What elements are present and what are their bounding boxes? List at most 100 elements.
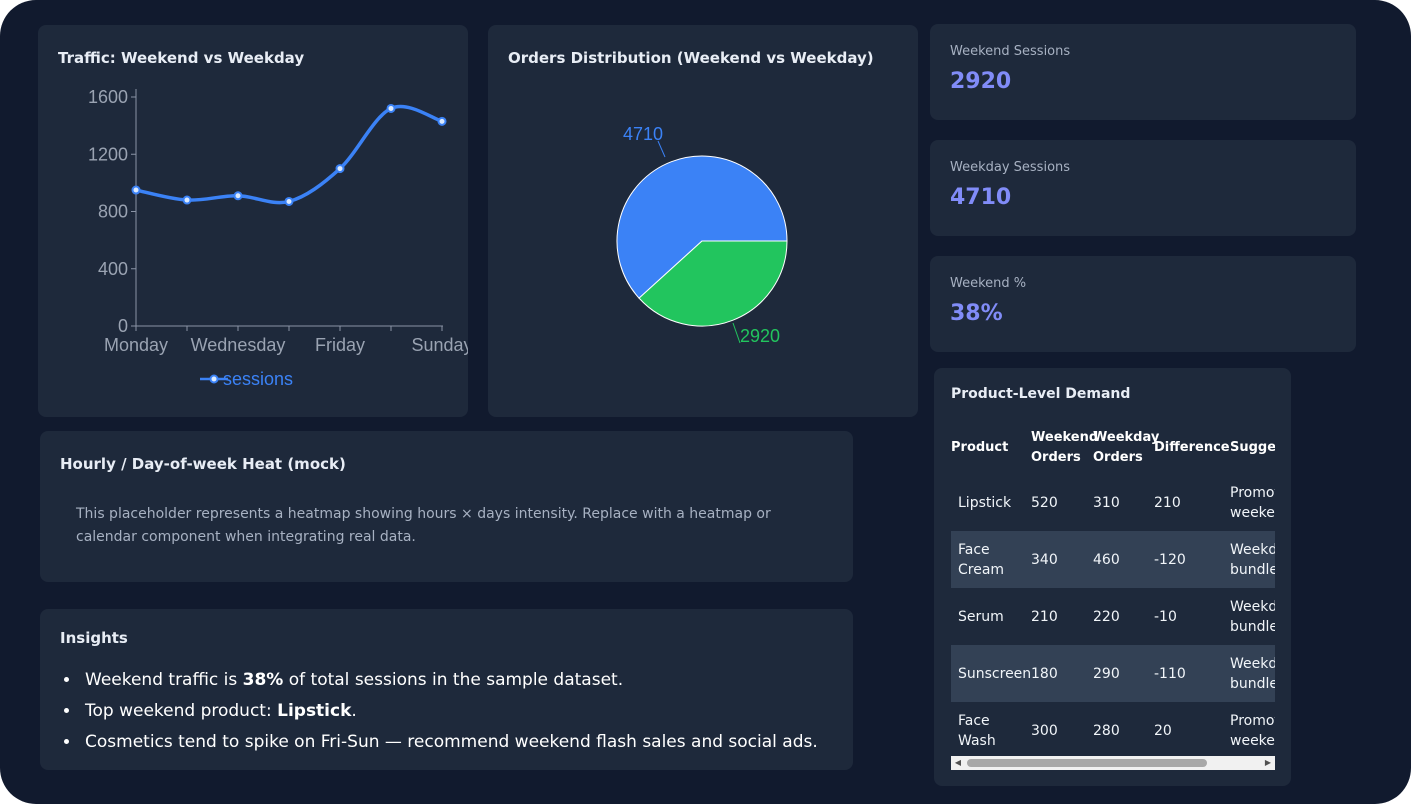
cell-suggestion: Promote weekend — [1230, 484, 1275, 521]
orders-pie-chart: 4710 2920 — [616, 124, 788, 346]
y-tick-label: 800 — [98, 202, 128, 222]
product-demand-title: Product-Level Demand — [951, 386, 1131, 402]
cell-weekday-orders: 280 — [1093, 722, 1120, 739]
kpi-weekday-sessions: Weekday Sessions 4710 — [930, 140, 1356, 236]
cell-difference: -110 — [1154, 645, 1230, 702]
product-table: Product Weekend Orders Weekday Orders Di… — [951, 422, 1275, 756]
column-header-product: Product — [951, 440, 1009, 455]
table-row: Face Wash 300 280 20 Promote weekend — [951, 702, 1275, 756]
pie-slice-4710 — [616, 155, 788, 299]
x-tick-label: Sunday — [411, 335, 468, 355]
kpi-label: Weekend Sessions — [950, 44, 1071, 59]
sessions-data-point — [131, 185, 141, 195]
sessions-data-point — [284, 196, 294, 206]
kpi-label: Weekend % — [950, 276, 1027, 291]
y-tick-label: 0 — [118, 316, 128, 336]
insight-text: Weekend traffic is — [85, 670, 243, 690]
column-header-weekday-orders: Weekday Orders — [1093, 430, 1160, 465]
insight-text: of total sessions in the sample dataset. — [283, 670, 624, 690]
cell-weekday-orders: 310 — [1093, 494, 1120, 511]
cell-weekday-orders: 220 — [1093, 608, 1120, 625]
kpi-value: 4710 — [950, 185, 1012, 210]
orders-chart-card: Orders Distribution (Weekend vs Weekday)… — [488, 25, 918, 417]
cell-difference: -120 — [1154, 531, 1230, 588]
insight-highlight: 38% — [242, 670, 284, 690]
cell-product: Sunscreen — [951, 645, 1031, 702]
legend-label: sessions — [223, 369, 293, 389]
cell-difference: -10 — [1154, 608, 1177, 625]
insight-item: Cosmetics tend to spike on Fri-Sun — rec… — [81, 727, 818, 758]
orders-chart-title: Orders Distribution (Weekend vs Weekday) — [508, 49, 874, 67]
cell-suggestion: Weekday bundle — [1230, 531, 1275, 588]
insights-title: Insights — [60, 629, 128, 647]
y-tick-label: 400 — [98, 259, 128, 279]
pie-label-line — [732, 322, 741, 344]
x-tick-label: Friday — [315, 335, 365, 355]
y-tick-label: 1200 — [88, 144, 128, 164]
kpi-value: 38% — [950, 301, 1003, 326]
insight-text: . — [351, 701, 357, 721]
pie-slice-label: 4710 — [623, 124, 663, 144]
pie-slice-label: 2920 — [740, 326, 780, 346]
cell-product: Face Cream — [951, 531, 1031, 588]
column-header-suggestion: Suggestion — [1230, 440, 1275, 455]
insight-text: Top weekend product: — [85, 701, 278, 721]
product-table-viewport[interactable]: Product Weekend Orders Weekday Orders Di… — [951, 422, 1275, 756]
insight-item: Weekend traffic is 38% of total sessions… — [81, 665, 818, 696]
cell-weekend-orders: 210 — [1031, 608, 1058, 625]
table-header-row: Product Weekend Orders Weekday Orders Di… — [951, 422, 1275, 474]
y-tick-label: 1600 — [88, 87, 128, 107]
heatmap-title: Hourly / Day-of-week Heat (mock) — [60, 455, 346, 473]
x-tick-label: Wednesday — [191, 335, 286, 355]
kpi-weekend-percent: Weekend % 38% — [930, 256, 1356, 352]
pie-label-line — [657, 140, 666, 158]
x-tick-label: Monday — [104, 335, 168, 355]
cell-difference: 20 — [1154, 722, 1172, 739]
table-row: Lipstick 520 310 210 Promote weekend — [951, 474, 1275, 531]
table-row: Sunscreen 180 290 -110 Weekday bundle — [951, 645, 1275, 702]
cell-weekday-orders: 290 — [1093, 645, 1154, 702]
legend-point-marker — [209, 374, 219, 384]
cell-product: Face Wash — [958, 712, 996, 749]
heatmap-placeholder-text: This placeholder represents a heatmap sh… — [76, 506, 771, 545]
sessions-data-point — [437, 116, 447, 126]
pie-slice-2920 — [638, 240, 788, 327]
cell-product: Lipstick — [958, 494, 1012, 511]
cell-weekend-orders: 520 — [1031, 494, 1058, 511]
product-demand-card: Product-Level Demand Product Weekend Ord… — [934, 368, 1291, 786]
kpi-label: Weekday Sessions — [950, 160, 1071, 175]
insight-item: Top weekend product: Lipstick. — [81, 696, 818, 727]
sessions-data-point — [386, 103, 396, 113]
scrollbar-thumb[interactable] — [967, 759, 1207, 767]
cell-difference: 210 — [1154, 494, 1181, 511]
cell-suggestion: Weekday bundle — [1230, 645, 1275, 702]
column-header-difference: Difference — [1154, 440, 1230, 455]
table-row: Face Cream 340 460 -120 Weekday bundle — [951, 531, 1275, 588]
cell-weekend-orders: 180 — [1031, 645, 1093, 702]
cell-weekday-orders: 460 — [1093, 531, 1154, 588]
column-header-weekend-orders: Weekend Orders — [1031, 430, 1099, 465]
insight-text: Cosmetics tend to spike on Fri-Sun — rec… — [85, 732, 818, 752]
table-row: Serum 210 220 -10 Weekday bundle — [951, 588, 1275, 645]
sessions-data-point — [182, 195, 192, 205]
cell-suggestion: Weekday bundle — [1230, 598, 1275, 635]
insights-list: Weekend traffic is 38% of total sessions… — [81, 665, 818, 758]
sessions-data-point — [233, 191, 243, 201]
cell-weekend-orders: 340 — [1031, 531, 1093, 588]
traffic-chart-card: Traffic: Weekend vs Weekday 0 400 800 1200 1… — [38, 25, 468, 417]
cell-product: Serum — [958, 608, 1004, 625]
horizontal-scrollbar[interactable]: ◀ ▶ — [951, 756, 1275, 770]
scroll-right-arrow-icon[interactable]: ▶ — [1264, 758, 1272, 767]
cell-suggestion: Promote weekend — [1230, 712, 1275, 749]
sessions-data-point — [335, 164, 345, 174]
insight-highlight: Lipstick — [277, 701, 352, 721]
heatmap-placeholder-card: Hourly / Day-of-week Heat (mock) This pl… — [40, 431, 853, 582]
cell-weekend-orders: 300 — [1031, 722, 1058, 739]
insights-card: Insights Weekend traffic is 38% of total… — [40, 609, 853, 770]
kpi-value: 2920 — [950, 69, 1012, 94]
scroll-left-arrow-icon[interactable]: ◀ — [954, 758, 962, 767]
traffic-chart: 0 400 800 1200 1600 Monday Wednesday Friday Sund… — [88, 87, 468, 389]
sessions-series-line — [135, 104, 443, 205]
traffic-chart-title: Traffic: Weekend vs Weekday — [58, 49, 305, 67]
